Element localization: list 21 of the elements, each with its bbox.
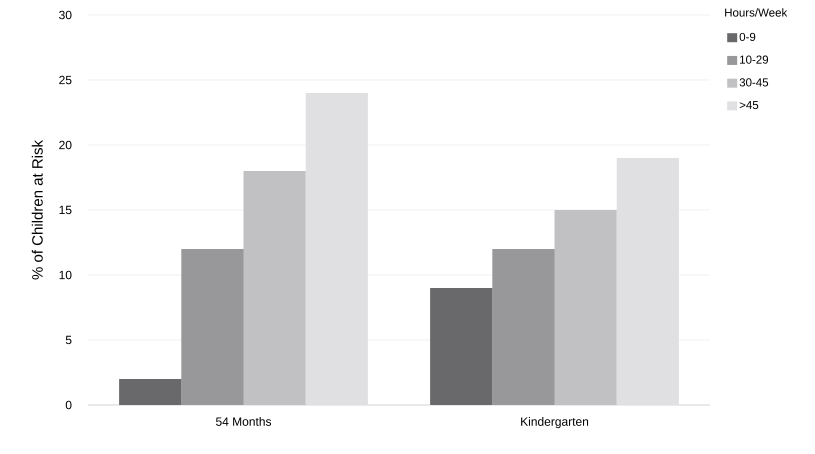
legend-label: 0-9 <box>740 32 756 41</box>
y-tick-label: 10 <box>60 270 72 280</box>
y-tick-label: 0 <box>66 400 72 410</box>
y-tick-label: 20 <box>59 140 72 150</box>
legend-label: >45 <box>740 101 758 110</box>
x-tick-label: Kindergarten <box>521 417 588 428</box>
legend-label: 10-29 <box>740 56 768 64</box>
y-axis-title: % of Children at Risk <box>32 140 43 280</box>
bar <box>119 378 182 405</box>
legend-title: Hours/Week <box>725 8 788 17</box>
y-tick-label: 30 <box>59 10 72 20</box>
bar <box>244 170 306 405</box>
y-tick-label: 5 <box>66 336 72 344</box>
bar <box>181 248 244 405</box>
bar <box>430 288 492 405</box>
x-tick-label: 54 Months <box>216 417 272 426</box>
y-tick-label: 25 <box>59 76 72 84</box>
bar <box>554 210 617 405</box>
bar <box>492 248 555 405</box>
y-tick-label: 15 <box>60 206 72 214</box>
legend-label: 30-45 <box>740 78 768 86</box>
